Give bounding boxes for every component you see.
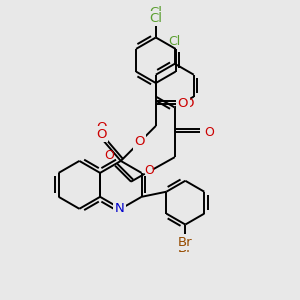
Text: O: O — [178, 97, 188, 110]
Text: O: O — [134, 136, 145, 148]
Text: O: O — [97, 128, 107, 141]
Text: O: O — [97, 121, 107, 134]
Text: Br: Br — [178, 242, 193, 255]
Text: Cl: Cl — [149, 12, 162, 25]
Text: O: O — [145, 164, 154, 177]
Text: O: O — [104, 149, 114, 162]
Text: O: O — [204, 126, 214, 139]
Text: O: O — [134, 136, 145, 148]
Text: N: N — [114, 202, 125, 215]
Text: Cl: Cl — [149, 5, 162, 19]
Text: Br: Br — [178, 236, 193, 249]
Text: Cl: Cl — [169, 35, 181, 48]
Text: N: N — [115, 202, 124, 215]
Text: O: O — [183, 97, 194, 110]
